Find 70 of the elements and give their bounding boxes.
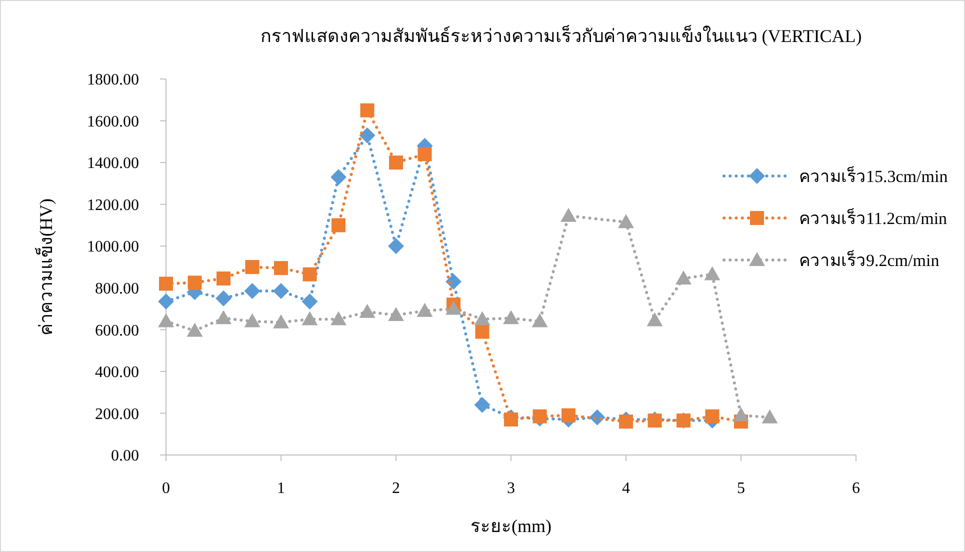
point	[446, 300, 462, 315]
point	[560, 208, 576, 222]
point	[158, 293, 174, 310]
point	[475, 324, 490, 339]
point	[704, 266, 720, 280]
x-tick-label: 0	[162, 480, 170, 497]
point	[418, 147, 432, 162]
point	[302, 267, 317, 282]
y-tick-label: 600.00	[95, 322, 139, 340]
point	[302, 293, 318, 310]
point	[186, 322, 203, 337]
x-tick-label: 4	[622, 480, 630, 497]
y-tick-label: 200.00	[95, 406, 139, 423]
point	[562, 408, 576, 422]
y-tick-label: 1600.00	[87, 113, 139, 130]
point	[245, 260, 260, 274]
point	[273, 314, 289, 328]
y-tick-label: 400.00	[95, 364, 139, 382]
point	[359, 127, 376, 144]
y-tick-label: 1200.00	[87, 196, 139, 214]
point	[762, 409, 778, 424]
point	[158, 313, 174, 328]
y-tick-label: 1800.00	[87, 72, 139, 89]
y-tick-label: 0.00	[111, 448, 139, 465]
point	[274, 261, 288, 276]
x-tick-label: 1	[277, 480, 285, 497]
x-tick-label: 3	[507, 480, 515, 497]
point	[474, 311, 490, 326]
point	[359, 304, 376, 318]
legend-label: ความเร็ว11.2cm/min	[799, 206, 948, 228]
point	[332, 218, 346, 232]
point	[503, 310, 519, 324]
point	[618, 214, 634, 228]
point	[216, 310, 232, 324]
point	[330, 311, 346, 326]
point	[733, 407, 749, 422]
point	[532, 409, 547, 424]
point	[188, 276, 202, 290]
chart-title: กราฟแสดงความสัมพันธ์ระหว่างความเร็วกับค่าความแข็งในแนว (VERTICAL)	[260, 24, 862, 46]
point	[330, 169, 346, 186]
point	[388, 238, 404, 254]
point	[302, 311, 318, 326]
point	[273, 283, 289, 300]
point	[504, 412, 518, 426]
point	[532, 313, 548, 328]
point	[676, 270, 692, 284]
x-axis-title: ระยะ(mm)	[470, 516, 552, 536]
point	[619, 414, 633, 429]
point	[474, 396, 490, 413]
point	[416, 302, 433, 317]
point	[646, 312, 663, 326]
point	[360, 103, 374, 118]
x-tick-label: 5	[737, 480, 745, 497]
point	[389, 156, 403, 170]
point	[159, 276, 173, 291]
y-tick-label: 1400.00	[87, 155, 139, 172]
y-tick-label: 800.00	[95, 280, 139, 298]
x-tick-label: 2	[392, 480, 400, 497]
x-tick-label: 6	[852, 480, 860, 497]
legend-label: ความเร็ว15.3cm/min	[799, 164, 948, 186]
point	[216, 271, 230, 286]
point	[244, 313, 260, 328]
point	[244, 283, 260, 300]
point	[388, 307, 404, 322]
point	[705, 409, 720, 424]
point	[446, 274, 462, 290]
y-axis-title: ค่าความแข็ง(HV)	[34, 198, 56, 336]
point	[216, 290, 232, 306]
legend-label: ความเร็ว9.2cm/min	[799, 248, 940, 270]
y-tick-label: 1000.00	[87, 238, 139, 256]
